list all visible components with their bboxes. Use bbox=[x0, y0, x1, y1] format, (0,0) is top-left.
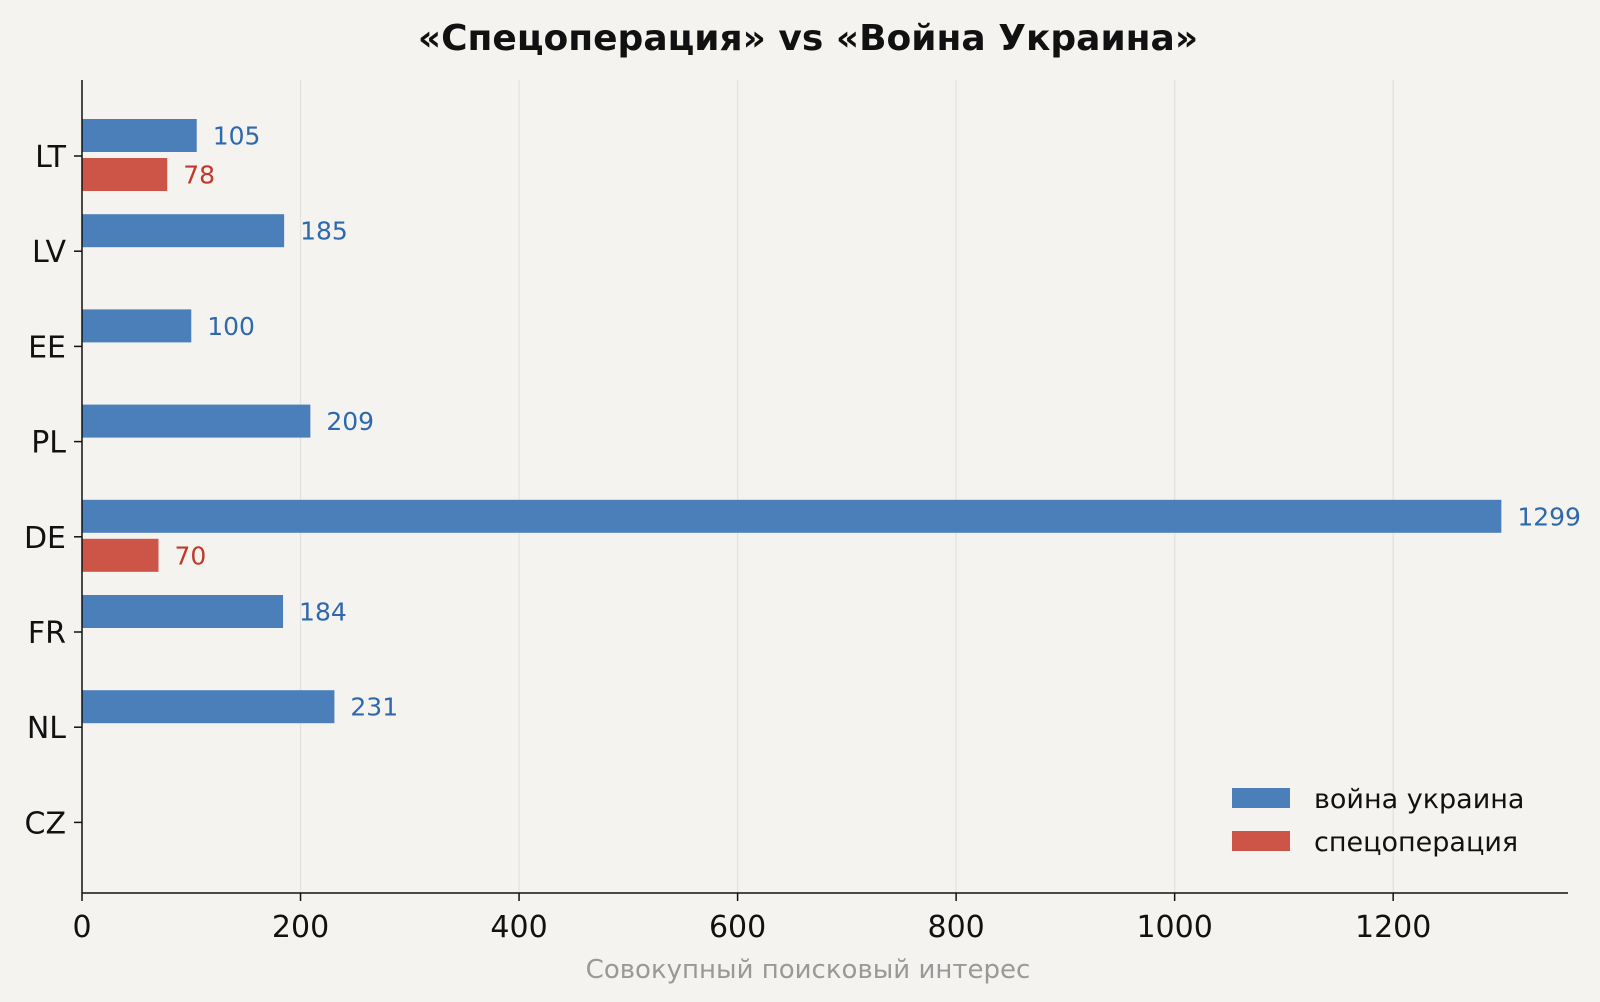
data-label: 185 bbox=[300, 217, 348, 246]
y-tick-label: PL bbox=[31, 426, 66, 461]
x-tick-label: 600 bbox=[709, 910, 766, 945]
grid-lines bbox=[299, 80, 1394, 893]
data-label: 184 bbox=[299, 598, 347, 627]
bar bbox=[82, 119, 197, 152]
legend-label: спецоперация bbox=[1314, 827, 1518, 858]
data-label: 100 bbox=[207, 312, 255, 341]
y-tick-label: DE bbox=[24, 521, 66, 556]
y-tick-label: NL bbox=[27, 711, 66, 746]
y-tick-label: LT bbox=[35, 140, 67, 175]
data-label: 78 bbox=[183, 161, 215, 190]
x-tick-label: 200 bbox=[272, 910, 329, 945]
y-tick-label: EE bbox=[28, 330, 66, 365]
legend-swatch bbox=[1232, 788, 1290, 808]
bar bbox=[82, 404, 311, 438]
x-tick-label: 1200 bbox=[1355, 910, 1431, 945]
bar bbox=[82, 595, 284, 628]
data-label: 105 bbox=[213, 122, 261, 151]
x-tick-label: 1000 bbox=[1136, 910, 1212, 945]
x-tick-label: 0 bbox=[72, 910, 91, 945]
x-axis-label: Совокупный поисковый интерес bbox=[586, 955, 1031, 985]
x-tick-label: 400 bbox=[490, 910, 547, 945]
bar bbox=[82, 309, 192, 343]
data-label: 1299 bbox=[1517, 502, 1581, 531]
bar bbox=[82, 499, 1502, 533]
data-label: 70 bbox=[174, 541, 206, 570]
bar bbox=[82, 690, 335, 724]
bar bbox=[82, 158, 168, 191]
legend-swatch bbox=[1232, 831, 1290, 851]
bars: 105 185 100 209 1299 184 231 78 70 bbox=[82, 119, 1581, 724]
legend: война украина спецоперация bbox=[1232, 784, 1524, 858]
data-label: 231 bbox=[350, 693, 398, 722]
y-tick-label: CZ bbox=[25, 806, 67, 841]
y-tick-label: FR bbox=[28, 616, 66, 651]
data-label: 209 bbox=[326, 407, 374, 436]
y-tick-label: LV bbox=[32, 235, 66, 270]
x-tick-label: 800 bbox=[927, 910, 984, 945]
bar bbox=[82, 214, 285, 248]
chart-title: «Спецоперация» vs «Война Украина» bbox=[418, 18, 1198, 59]
legend-label: война украина bbox=[1314, 784, 1524, 815]
bar bbox=[82, 538, 159, 572]
axes: 0 200 400 600 800 1000 1200 LT LV EE PL DE FR NL CZ bbox=[24, 80, 1568, 945]
